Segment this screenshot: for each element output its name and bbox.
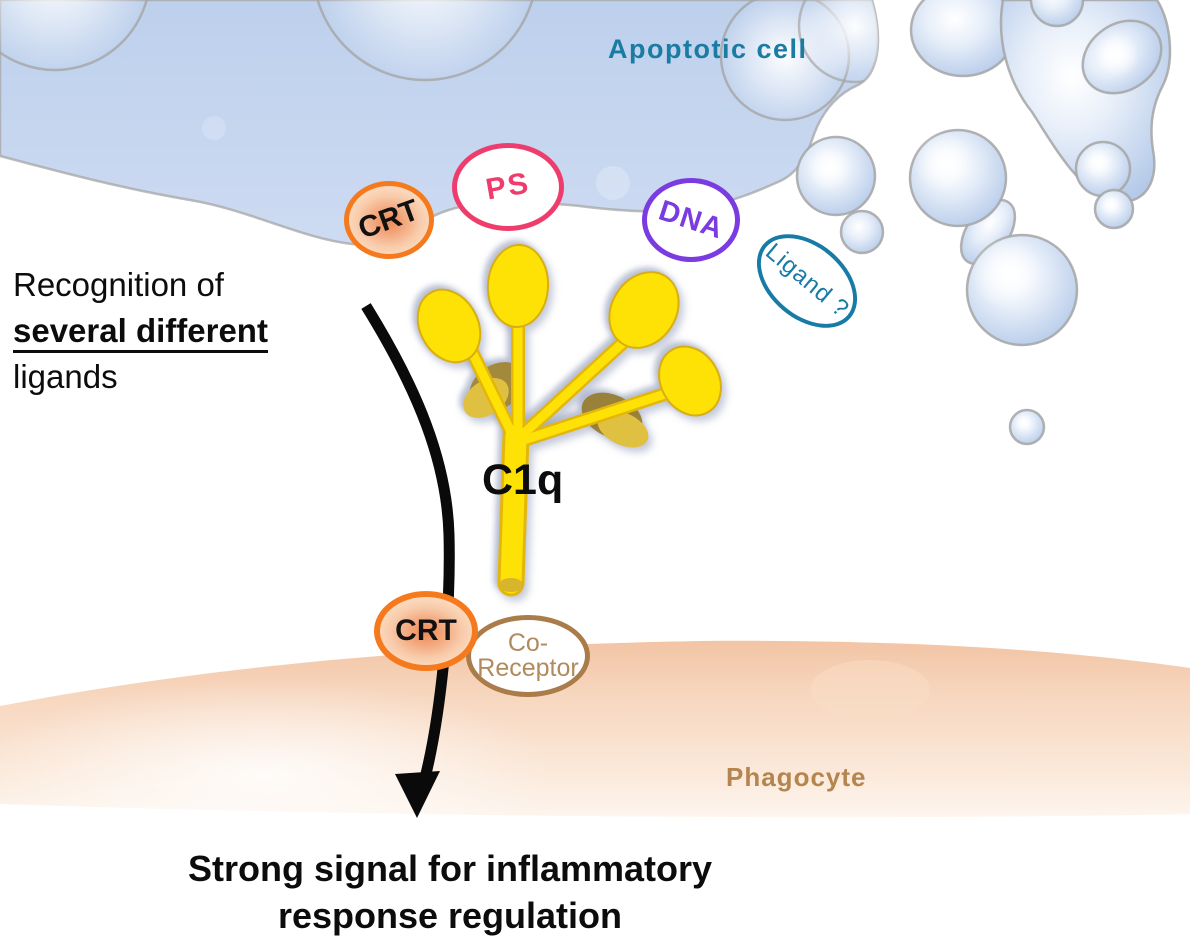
apoptotic-blebs — [795, 0, 1172, 446]
phagocyte-cell — [0, 640, 1190, 870]
signal-arrow — [361, 303, 455, 818]
crt-ligand-badge: CRT — [344, 181, 434, 259]
dna-ligand-label: DNA — [654, 194, 728, 245]
recognition-line-1: Recognition of — [13, 266, 224, 303]
dna-ligand-badge: DNA — [642, 178, 740, 262]
crt-receptor-label: CRT — [395, 614, 457, 647]
signal-line-1: Strong signal for inflammatory — [187, 848, 713, 889]
cell-surface-bubbles — [0, 0, 878, 200]
co-receptor-label: Co- Receptor — [477, 629, 579, 682]
crt-receptor-badge: CRT — [374, 591, 478, 671]
signal-line-2: response regulation — [277, 895, 623, 936]
ps-ligand-label: PS — [483, 166, 533, 207]
crt-ligand-label: CRT — [354, 193, 424, 246]
signal-annotation: Strong signal for inflammatory response … — [55, 845, 845, 939]
co-receptor-badge: Co- Receptor — [466, 615, 590, 697]
recognition-line-3: ligands — [13, 358, 118, 395]
recognition-annotation: Recognition of several different ligands — [13, 262, 268, 400]
apoptotic-cell-label: Apoptotic cell — [608, 34, 808, 64]
ps-ligand-badge: PS — [452, 143, 564, 231]
c1q-label: C1q — [482, 456, 564, 504]
c1q-molecule — [416, 244, 722, 597]
recognition-line-2: several different — [13, 308, 268, 354]
phagocyte-label: Phagocyte — [726, 762, 867, 792]
apoptotic-cell-body — [0, 0, 880, 246]
